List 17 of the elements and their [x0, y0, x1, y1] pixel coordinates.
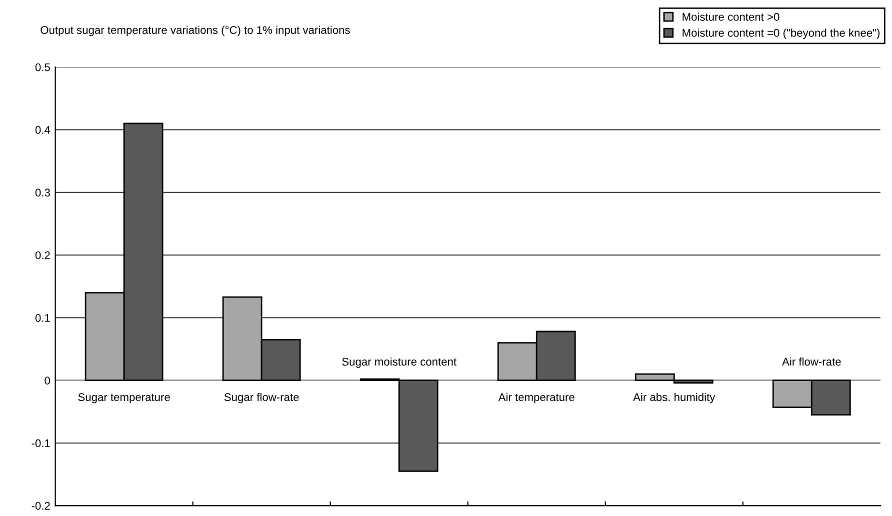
legend-label: Moisture content =0 ("beyond the knee") [682, 28, 880, 39]
y-tick-label: 0.5 [35, 63, 50, 72]
y-tick-label: -0.1 [32, 439, 50, 448]
x-tick-label: Sugar flow-rate [224, 392, 299, 404]
y-tick-label: -0.2 [32, 502, 50, 510]
y-tick-label: 0 [44, 376, 50, 384]
y-tick-label: 0.2 [35, 251, 50, 260]
chart-title: Output sugar temperature variations (°C) to 1% input variations [40, 26, 350, 36]
y-tick-label: 0.4 [35, 126, 50, 134]
x-tick-label: Sugar moisture content [342, 357, 456, 368]
x-tick-label: Air flow-rate [782, 357, 841, 366]
y-tick-label: 0.3 [35, 188, 50, 197]
x-tick-label: Sugar temperature [78, 393, 170, 404]
x-tick-label: Air abs. humidity [633, 392, 716, 404]
x-tick-label: Air temperature [498, 392, 574, 404]
legend-label: Moisture content >0 [682, 12, 780, 21]
y-tick-label: 0.1 [35, 314, 50, 322]
